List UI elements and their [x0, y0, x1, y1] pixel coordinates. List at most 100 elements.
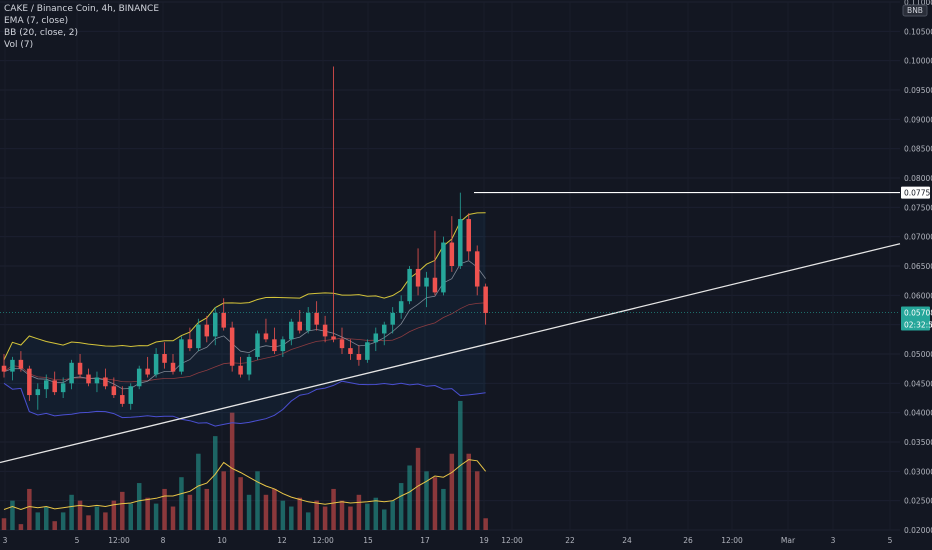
x-tick-label: 24 [622, 536, 632, 545]
volume-bar [483, 518, 488, 530]
volume-bar [18, 524, 24, 530]
volume-bar [94, 506, 100, 530]
ema-indicator-label[interactable]: EMA (7, close) [4, 16, 69, 26]
x-tick-label: 12:00 [501, 536, 523, 545]
volume-bar [398, 483, 404, 530]
candle-body [373, 333, 379, 343]
volume-bar [348, 506, 353, 530]
volume-bar [415, 447, 421, 530]
volume-bar [314, 500, 319, 530]
volume-bar [466, 453, 471, 530]
x-tick-label: 26 [683, 536, 693, 545]
y-tick-label: 0.06000 [904, 291, 932, 300]
y-tick-label: 0.11000 [904, 0, 932, 7]
currency-badge: BNB [902, 4, 928, 17]
candle-body [77, 362, 83, 375]
x-tick-label: Mar [781, 536, 796, 545]
candle-body [179, 339, 184, 372]
volume-bar [441, 488, 446, 530]
volume-bar [272, 488, 277, 530]
volume-bar [229, 412, 235, 530]
candle-body [128, 386, 133, 404]
x-tick-label: 12:00 [721, 536, 743, 545]
candle-body [35, 389, 41, 396]
symbol-title[interactable]: CAKE / Binance Coin, 4h, BINANCE [4, 4, 160, 14]
candle-body [474, 251, 480, 287]
y-tick-label: 0.07000 [904, 233, 932, 242]
last-price-tag-bg [901, 306, 930, 331]
last-price-tag-label: 0.05708 [904, 308, 932, 317]
high-price-tag-bg [901, 186, 930, 199]
candles [1, 66, 488, 410]
volume-bar [382, 509, 387, 530]
currency-badge-bg [902, 4, 928, 17]
candle-body [86, 374, 91, 384]
candle-body [196, 324, 201, 349]
candle-body [255, 333, 260, 357]
candle-body [390, 312, 395, 325]
trend-lines [0, 192, 901, 464]
candle-body [238, 365, 243, 375]
x-tick-label: 5 [888, 536, 893, 545]
candle-body [441, 242, 446, 293]
x-tick-label: 12:00 [312, 536, 334, 545]
volume-bar [474, 471, 480, 530]
volume-bar [35, 512, 41, 530]
bollinger-bands [3, 212, 486, 427]
y-tick-label: 0.04000 [904, 409, 932, 418]
x-tick-label: 3 [831, 536, 836, 545]
candle-body [153, 354, 159, 375]
candle-body [162, 354, 167, 363]
volume-bar [60, 512, 66, 530]
x-tick-label: 19 [479, 536, 489, 545]
bb-fill [4, 212, 486, 427]
volume-bar [213, 436, 218, 530]
candle-body [170, 362, 176, 372]
last-price-tag: 0.05708 02:32:56 [901, 306, 932, 331]
x-tick-label: 17 [420, 536, 430, 545]
volume-bar [356, 494, 362, 530]
volume-bar [145, 497, 150, 530]
volume-bar [128, 503, 133, 530]
y-tick-label: 0.02000 [904, 526, 932, 535]
candle-body [10, 359, 15, 372]
candle-body [458, 219, 463, 266]
volume-bar [187, 494, 193, 530]
volume-bar [170, 506, 176, 530]
candle-body [136, 368, 142, 387]
x-tick-label: 12 [277, 536, 287, 545]
volume-bar [432, 477, 438, 530]
volume-bar [255, 471, 260, 530]
ema-line [3, 260, 486, 390]
candle-body [339, 339, 345, 349]
candle-body [111, 386, 117, 396]
y-tick-label: 0.09500 [904, 86, 932, 95]
candle-body [348, 348, 353, 354]
volume-bar [322, 506, 328, 530]
volume-bar [238, 477, 243, 530]
chart-legend: CAKE / Binance Coin, 4h, BINANCE EMA (7,… [4, 3, 159, 51]
candle-body [322, 324, 328, 337]
volume-ma-line [3, 459, 486, 511]
currency-badge-label: BNB [907, 6, 923, 15]
volume-bar [86, 515, 91, 530]
candle-body [52, 380, 57, 393]
volume-bar [424, 471, 429, 530]
y-tick-label: 0.07500 [904, 203, 932, 212]
volume-bar [449, 453, 455, 530]
candle-body [289, 321, 294, 340]
bb-indicator-label[interactable]: BB (20, close, 2) [4, 28, 79, 38]
volume-bar [305, 512, 311, 530]
candle-body [382, 324, 387, 334]
volume-bar [52, 521, 57, 530]
vol-indicator-label[interactable]: Vol (7) [4, 40, 34, 50]
candle-body [331, 336, 336, 340]
candle-body [424, 277, 429, 287]
volume-bar [179, 477, 184, 530]
bb-lower [3, 380, 486, 427]
x-tick-label: 10 [217, 536, 227, 545]
x-tick-label: 3 [3, 536, 8, 545]
candle-body [483, 286, 488, 313]
